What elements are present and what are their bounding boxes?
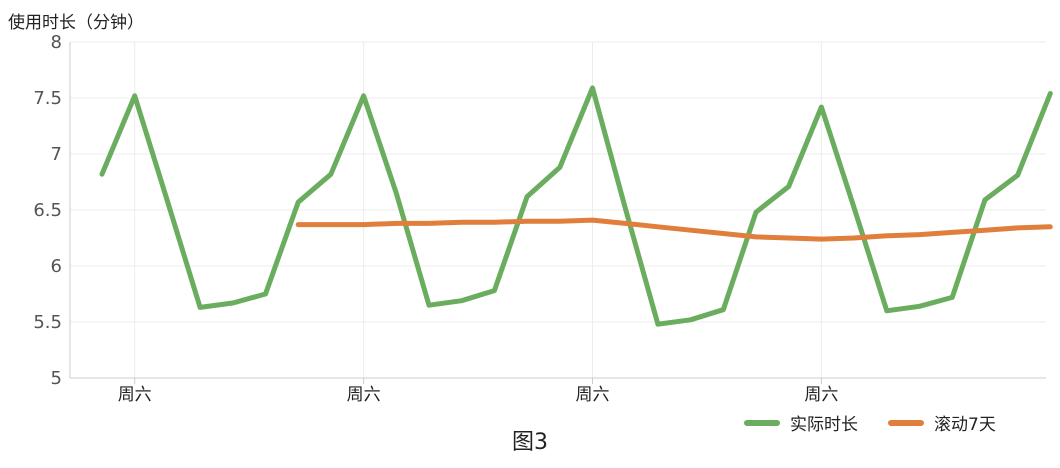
y-tick-label: 7.5 — [33, 88, 62, 109]
legend-swatch-actual — [744, 419, 780, 426]
axes: 5 5.5 6 6.5 7 7.5 8 周六 周六 周六 周六 — [33, 32, 1046, 405]
x-tick-label: 周六 — [804, 385, 838, 405]
series-line-rolling — [295, 217, 1053, 242]
y-tick-label: 7 — [51, 144, 62, 165]
y-tick-label: 5.5 — [33, 312, 62, 333]
y-tick-label: 6.5 — [33, 200, 62, 221]
legend-label-rolling: 滚动7天 — [934, 415, 996, 435]
legend-item-rolling: 滚动7天 — [888, 410, 996, 435]
legend-swatch-rolling — [888, 419, 924, 426]
legend: 实际时长 滚动7天 — [744, 410, 1026, 435]
y-tick-label: 8 — [51, 32, 62, 53]
legend-label-actual: 实际时长 — [790, 415, 858, 435]
x-tick-label: 周六 — [576, 385, 610, 405]
series-line-actual — [99, 85, 1053, 327]
x-tick-label: 周六 — [347, 385, 381, 405]
grid — [70, 41, 1046, 378]
x-tick-label: 周六 — [118, 385, 152, 405]
series-lines — [99, 85, 1053, 327]
y-axis-label: 使用时长（分钟） — [8, 13, 144, 33]
legend-item-actual: 实际时长 — [744, 410, 858, 435]
y-tick-label: 5 — [51, 368, 62, 389]
y-tick-label: 6 — [51, 256, 62, 277]
figure-caption: 图3 — [512, 430, 548, 455]
